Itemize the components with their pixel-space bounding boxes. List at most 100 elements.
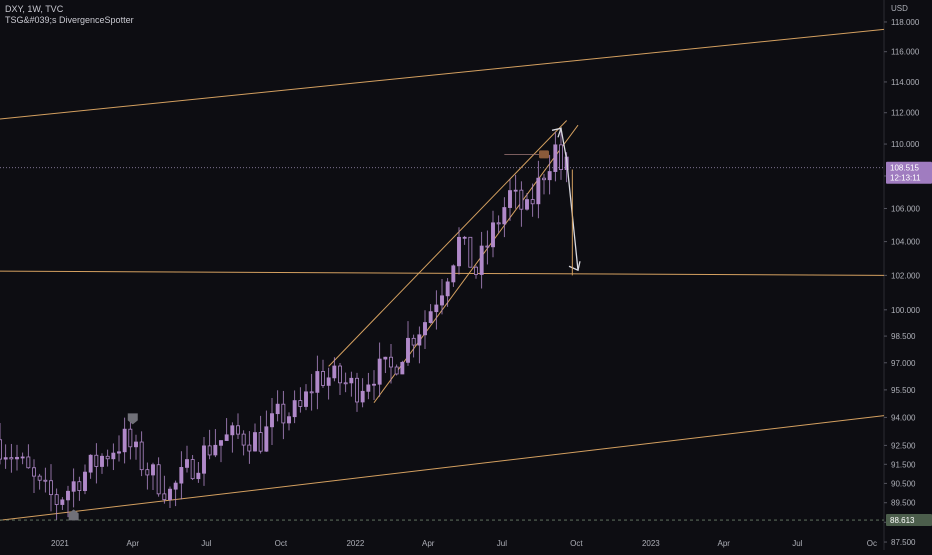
candle-body — [417, 334, 422, 346]
candle-body — [372, 383, 376, 386]
candle-body — [536, 177, 541, 205]
current-price-tag — [886, 161, 932, 184]
candle-body — [202, 445, 206, 474]
y-tick-label: 89.500 — [891, 499, 916, 508]
candle-body — [513, 189, 518, 192]
x-tick-label: Apr — [422, 539, 435, 548]
candle-body — [0, 439, 2, 460]
y-tick-label: 100.000 — [891, 306, 920, 315]
candle-body — [241, 433, 246, 446]
candle-body — [190, 459, 195, 480]
y-tick-label: 106.000 — [891, 204, 920, 213]
candle-body — [3, 457, 8, 460]
y-tick-label: 118.000 — [891, 18, 920, 27]
candle-body — [406, 337, 410, 363]
candle-body — [292, 400, 297, 418]
x-tick-label: Jul — [792, 539, 802, 548]
x-tick-label: Jul — [201, 539, 211, 548]
candle-body — [400, 361, 405, 375]
candle-body — [196, 472, 201, 480]
candle-body — [451, 265, 456, 283]
candle-body — [264, 426, 269, 452]
x-tick-label: Jul — [497, 539, 507, 548]
candle-body — [32, 467, 36, 477]
y-tick-label: 97.000 — [891, 359, 916, 368]
candle-body — [94, 454, 99, 467]
candle-body — [207, 445, 212, 456]
x-tick-label: Apr — [717, 539, 730, 548]
candle-body — [468, 236, 473, 268]
price-axis-currency: USD — [891, 4, 908, 13]
candle-body — [485, 245, 490, 248]
candle-body — [26, 456, 31, 469]
candle-body — [20, 456, 25, 459]
y-tick-label: 104.000 — [891, 238, 920, 247]
candle-body — [71, 481, 76, 492]
candle-body — [502, 207, 507, 225]
candle-body — [105, 455, 110, 460]
trendline — [0, 270, 885, 276]
candle-body — [145, 469, 150, 476]
bar-countdown: 12:13:11 — [890, 174, 921, 183]
candle-body — [355, 377, 359, 403]
candle-body — [179, 467, 184, 484]
candle-body — [530, 199, 535, 205]
y-tick-label: 92.500 — [891, 441, 916, 450]
candle-body — [15, 456, 19, 460]
candle-body — [134, 441, 138, 448]
trendline — [0, 28, 885, 120]
candle-body — [173, 482, 178, 490]
candle-body — [309, 391, 314, 394]
candle-body — [440, 295, 444, 306]
y-tick-label: 95.500 — [891, 386, 916, 395]
x-tick-label: 2022 — [346, 539, 364, 548]
candle-body — [37, 475, 42, 481]
peak-arrowhead — [551, 127, 562, 138]
y-tick-label: 102.000 — [891, 271, 920, 280]
candle-body — [49, 480, 53, 496]
candle-body — [60, 499, 65, 505]
y-tick-label: 112.000 — [891, 109, 920, 118]
marker-price-value: 88.613 — [890, 516, 915, 525]
y-tick-label: 87.500 — [891, 538, 916, 547]
candle-body — [54, 494, 59, 505]
y-tick-label: 114.000 — [891, 78, 920, 87]
candle-body — [394, 366, 399, 375]
candle-body — [428, 311, 433, 323]
signal-marker-icon — [539, 150, 549, 159]
candle-body — [349, 377, 354, 384]
candle-body — [281, 403, 286, 424]
candle-body — [236, 425, 240, 435]
candle-body — [315, 371, 320, 393]
candle-body — [321, 371, 325, 386]
candle-body — [258, 432, 263, 452]
trendline — [0, 415, 885, 521]
candle-body — [474, 266, 478, 275]
x-tick-label: Oct — [275, 539, 288, 548]
candle-body — [185, 459, 189, 468]
candle-body — [162, 493, 167, 501]
candle-body — [496, 222, 501, 225]
candle-body — [213, 444, 218, 456]
indicator-name: TSG&#039;s DivergenceSpotter — [5, 15, 134, 25]
candle-body — [270, 413, 274, 428]
candle-body — [542, 177, 546, 181]
x-tick-label: Oct — [570, 539, 583, 548]
candle-body — [122, 428, 127, 453]
y-tick-label: 90.500 — [891, 479, 916, 488]
marker-price-tag — [886, 514, 932, 527]
candle-body — [479, 245, 484, 275]
candle-body — [83, 471, 87, 491]
candle-body — [287, 416, 291, 424]
candle-body — [219, 440, 223, 446]
candle-body — [111, 452, 116, 460]
candle-body — [547, 171, 552, 181]
candle-body — [88, 454, 93, 473]
x-tick-label: Apr — [127, 539, 140, 548]
y-tick-label: 116.000 — [891, 48, 920, 57]
candle-body — [423, 322, 427, 336]
x-tick-label: 2023 — [642, 539, 660, 548]
candle-body — [508, 190, 512, 208]
